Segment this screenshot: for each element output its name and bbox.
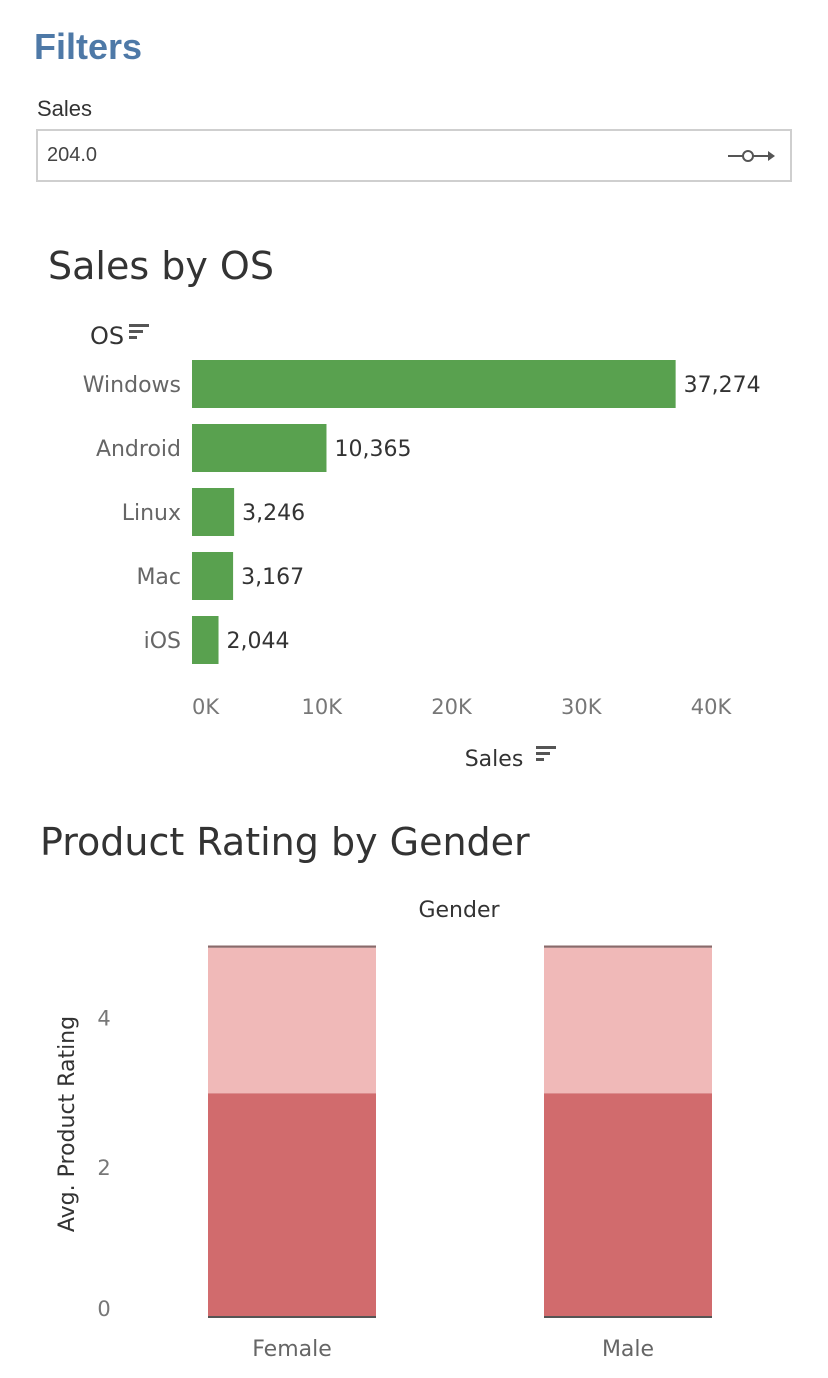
- stacked-bar-segment: [208, 945, 376, 948]
- y-axis-label: OS: [90, 322, 124, 350]
- y-axis-label: Avg. Product Rating: [55, 1016, 80, 1232]
- column-header: Gender: [418, 898, 500, 923]
- x-tick-label: 30K: [561, 695, 603, 719]
- category-label: Linux: [122, 501, 181, 526]
- x-axis-label: Sales: [465, 747, 524, 772]
- filters-title: Filters: [34, 26, 143, 67]
- sales-filter-label: Sales: [37, 96, 93, 121]
- category-label: Android: [96, 437, 181, 462]
- y-tick-label: 4: [97, 1007, 110, 1031]
- bar: [192, 616, 219, 664]
- data-label: 3,246: [242, 501, 305, 526]
- x-tick-label: 40K: [691, 695, 733, 719]
- data-label: 2,044: [227, 629, 290, 654]
- stacked-bar-segment: [544, 945, 712, 948]
- bar: [192, 552, 234, 600]
- stacked-bar-segment: [544, 1093, 712, 1317]
- category-label: Mac: [136, 565, 181, 590]
- range-slider-icon[interactable]: [728, 144, 776, 168]
- data-label: 10,365: [334, 437, 411, 462]
- data-label: 37,274: [684, 373, 761, 398]
- y-tick-label: 0: [97, 1297, 110, 1321]
- os-sort-icon[interactable]: [129, 324, 149, 339]
- bar: [192, 424, 327, 472]
- sales-filter-value: 204.0: [47, 144, 98, 166]
- bar: [192, 488, 235, 536]
- stacked-bar-segment: [544, 947, 712, 1094]
- chart-title-rating-by-gender: Product Rating by Gender: [40, 820, 530, 864]
- category-label: iOS: [144, 629, 181, 654]
- category-label: Male: [602, 1337, 654, 1362]
- bar-baseline: [208, 1316, 376, 1318]
- y-tick-label: 2: [97, 1156, 110, 1180]
- rating-by-gender-chart: Gender Avg. Product Rating 0 2 4 Female Male: [55, 898, 712, 1362]
- x-tick-label: 10K: [302, 695, 344, 719]
- data-label: 3,167: [241, 565, 304, 590]
- stacked-bar-segment: [208, 1093, 376, 1317]
- x-tick-label: 0K: [192, 695, 220, 719]
- sales-sort-icon[interactable]: [536, 746, 556, 761]
- sales-filter-input[interactable]: 204.0: [36, 129, 792, 182]
- x-tick-label: 20K: [431, 695, 473, 719]
- bar-baseline: [544, 1316, 712, 1318]
- chart-title-sales-by-os: Sales by OS: [48, 244, 274, 288]
- bar: [192, 360, 676, 408]
- category-label: Windows: [83, 373, 181, 398]
- sales-by-os-chart: OS Windows 37,274 Android 10,365 Linux 3,246 Ma…: [83, 322, 761, 772]
- stacked-bar-segment: [208, 947, 376, 1094]
- category-label: Female: [252, 1337, 332, 1362]
